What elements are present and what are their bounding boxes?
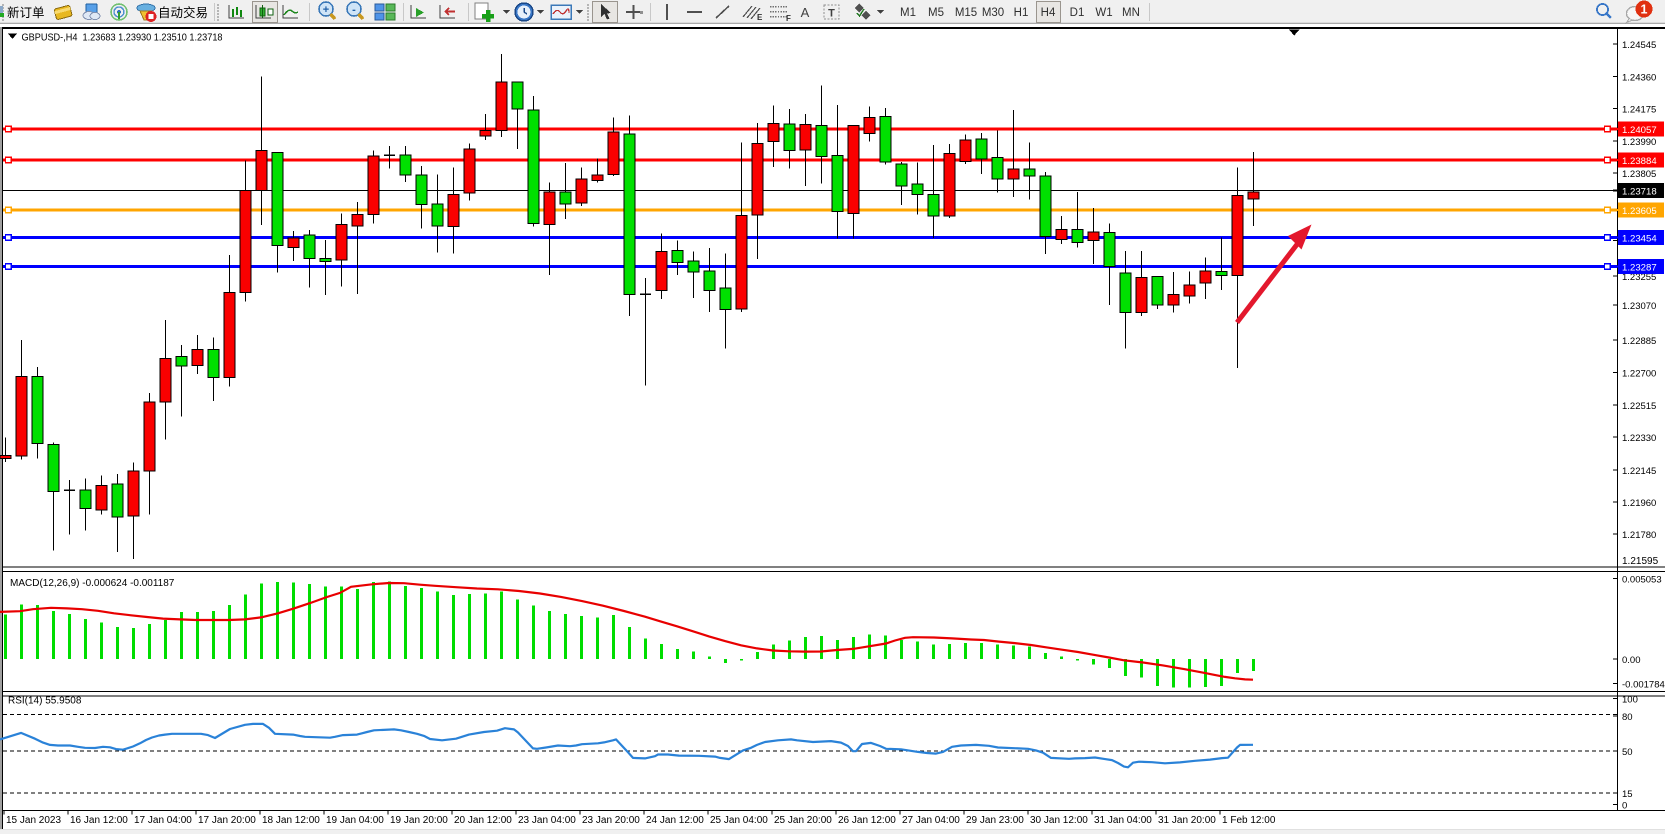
- svg-text:F: F: [786, 14, 791, 23]
- svg-text:1.24545: 1.24545: [1622, 40, 1656, 51]
- svg-text:31 Jan 20:00: 31 Jan 20:00: [1158, 815, 1216, 826]
- svg-text:+: +: [323, 4, 329, 16]
- svg-text:1.23805: 1.23805: [1622, 169, 1656, 180]
- svg-text:15: 15: [1622, 789, 1633, 800]
- svg-text:30 Jan 12:00: 30 Jan 12:00: [1030, 815, 1088, 826]
- svg-text:M5: M5: [928, 7, 944, 19]
- svg-text:17 Jan 04:00: 17 Jan 04:00: [134, 815, 192, 826]
- svg-text:19 Jan 04:00: 19 Jan 04:00: [326, 815, 384, 826]
- svg-text:1.23718: 1.23718: [1622, 187, 1657, 198]
- svg-text:18 Jan 12:00: 18 Jan 12:00: [262, 815, 320, 826]
- svg-text:17 Jan 20:00: 17 Jan 20:00: [198, 815, 256, 826]
- svg-text:A: A: [801, 5, 810, 20]
- svg-text:19 Jan 20:00: 19 Jan 20:00: [390, 815, 448, 826]
- svg-text:25 Jan 20:00: 25 Jan 20:00: [774, 815, 832, 826]
- svg-text:1.22330: 1.22330: [1622, 433, 1656, 444]
- svg-text:1.24175: 1.24175: [1622, 105, 1656, 116]
- svg-text:31 Jan 04:00: 31 Jan 04:00: [1094, 815, 1152, 826]
- svg-text:23 Jan 20:00: 23 Jan 20:00: [582, 815, 640, 826]
- svg-text:T: T: [828, 8, 835, 20]
- svg-text:0.00: 0.00: [1622, 655, 1641, 666]
- svg-text:1.21780: 1.21780: [1622, 530, 1656, 541]
- svg-text:自动交易: 自动交易: [158, 5, 208, 20]
- svg-text:E: E: [757, 13, 763, 22]
- svg-text:-: -: [352, 4, 356, 16]
- svg-text:M1: M1: [900, 7, 916, 19]
- svg-text:1.23605: 1.23605: [1622, 206, 1657, 217]
- svg-text:GBPUSD-,H4 1.23683 1.23930 1.: GBPUSD-,H4 1.23683 1.23930 1.23510 1.237…: [22, 33, 223, 44]
- svg-text:16 Jan 12:00: 16 Jan 12:00: [70, 815, 128, 826]
- svg-text:1.22515: 1.22515: [1622, 401, 1656, 412]
- svg-text:MN: MN: [1122, 7, 1140, 19]
- svg-text:H4: H4: [1041, 7, 1056, 19]
- svg-text:1.23990: 1.23990: [1622, 137, 1656, 148]
- svg-text:H1: H1: [1014, 7, 1029, 19]
- svg-text:50: 50: [1622, 747, 1633, 758]
- svg-text:D1: D1: [1070, 7, 1085, 19]
- svg-text:1: 1: [1641, 3, 1648, 17]
- svg-text:80: 80: [1622, 712, 1633, 723]
- svg-text:M15: M15: [955, 7, 977, 19]
- svg-text:1 Feb 12:00: 1 Feb 12:00: [1222, 815, 1276, 826]
- svg-text:1.23884: 1.23884: [1622, 156, 1657, 167]
- svg-text:15 Jan 2023: 15 Jan 2023: [6, 815, 61, 826]
- svg-text:1.23255: 1.23255: [1622, 272, 1656, 283]
- svg-text:1.24360: 1.24360: [1622, 72, 1656, 83]
- svg-text:27 Jan 04:00: 27 Jan 04:00: [902, 815, 960, 826]
- svg-text:20 Jan 12:00: 20 Jan 12:00: [454, 815, 512, 826]
- svg-text:RSI(14) 55.9508: RSI(14) 55.9508: [8, 696, 82, 707]
- svg-text:M30: M30: [982, 7, 1004, 19]
- svg-text:23 Jan 04:00: 23 Jan 04:00: [518, 815, 576, 826]
- svg-text:26 Jan 12:00: 26 Jan 12:00: [838, 815, 896, 826]
- svg-text:24 Jan 12:00: 24 Jan 12:00: [646, 815, 704, 826]
- svg-text:1.23070: 1.23070: [1622, 301, 1656, 312]
- svg-text:25 Jan 04:00: 25 Jan 04:00: [710, 815, 768, 826]
- svg-text:100: 100: [1622, 695, 1638, 706]
- svg-text:1.23287: 1.23287: [1622, 263, 1657, 274]
- svg-text:1.24057: 1.24057: [1622, 125, 1657, 136]
- svg-text:1.22145: 1.22145: [1622, 466, 1656, 477]
- svg-text:1.21595: 1.21595: [1622, 556, 1659, 567]
- svg-text:W1: W1: [1095, 7, 1112, 19]
- svg-text:1.22700: 1.22700: [1622, 369, 1656, 380]
- svg-text:0: 0: [1622, 801, 1627, 812]
- svg-text:1.21960: 1.21960: [1622, 498, 1656, 509]
- svg-text:29 Jan 23:00: 29 Jan 23:00: [966, 815, 1024, 826]
- svg-text:1.22885: 1.22885: [1622, 336, 1656, 347]
- svg-text:MACD(12,26,9) -0.000624 -0.001: MACD(12,26,9) -0.000624 -0.001187: [10, 578, 175, 589]
- svg-text:0.005053: 0.005053: [1622, 575, 1662, 586]
- svg-text:-0.001784: -0.001784: [1622, 680, 1665, 691]
- svg-text:1.23454: 1.23454: [1622, 234, 1657, 245]
- svg-text:新订单: 新订单: [7, 5, 45, 20]
